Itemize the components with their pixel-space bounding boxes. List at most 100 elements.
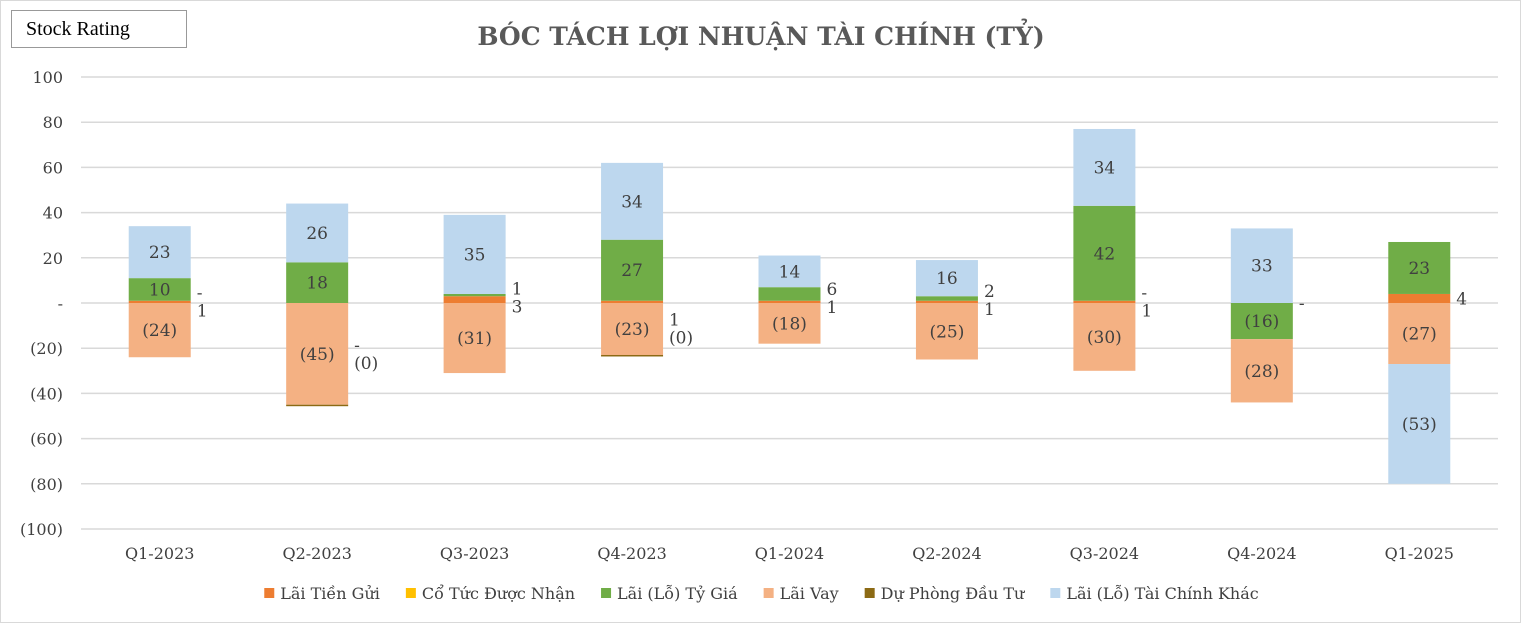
bar-segment: [286, 404, 349, 407]
bar-segment: [1073, 205, 1136, 301]
data-label: 33: [1251, 257, 1273, 277]
y-tick-label: (100): [20, 520, 63, 539]
y-tick-label: (80): [30, 475, 63, 494]
data-label: (24): [142, 321, 177, 341]
data-label: 1: [512, 279, 523, 299]
bar-segment: [915, 260, 978, 297]
bar-segment: [443, 296, 506, 303]
data-label: -: [197, 283, 203, 303]
data-label: 34: [621, 192, 643, 212]
data-label: 2: [984, 282, 995, 302]
data-label: (28): [1244, 362, 1279, 382]
legend-swatch: [264, 588, 275, 598]
legend-label: Cổ Tức Được Nhận: [422, 584, 575, 603]
legend-label: Lãi Vay: [780, 584, 839, 603]
data-label: (0): [354, 354, 378, 374]
stock-rating-badge: Stock Rating: [11, 10, 187, 48]
bar-segment: [915, 296, 978, 301]
bar-segment: [128, 226, 191, 279]
y-tick-label: (60): [30, 430, 63, 449]
data-label: 27: [621, 261, 643, 281]
bar-segment: [128, 303, 191, 358]
data-label: (27): [1402, 325, 1437, 345]
data-label: (16): [1244, 312, 1279, 332]
legend-swatch: [864, 588, 875, 598]
x-tick-label: Q3-2024: [1070, 544, 1139, 563]
bar-segment: [601, 303, 664, 355]
chart-title: BÓC TÁCH LỢI NHUẬN TÀI CHÍNH (TỶ): [477, 19, 1044, 51]
legend-swatch: [601, 588, 612, 598]
bar-segment: [601, 162, 664, 240]
legend-label: Lãi (Lỗ) Tài Chính Khác: [1066, 584, 1258, 603]
data-label: 26: [306, 224, 328, 244]
data-label: (0): [669, 329, 693, 349]
bar-segment: [758, 255, 821, 288]
data-label: 23: [1408, 259, 1430, 279]
legend-swatch: [1050, 588, 1061, 598]
bar-segment: [286, 203, 349, 263]
data-label: (25): [929, 322, 964, 342]
data-label: 1: [197, 301, 208, 321]
bar-segment: [1073, 303, 1136, 371]
bar-segment: [601, 239, 664, 301]
bar-segment: [1388, 364, 1451, 484]
bar-segment: [758, 287, 821, 301]
data-label: (30): [1087, 328, 1122, 348]
bar-segment: [915, 300, 978, 303]
bar-segment: [601, 354, 664, 357]
data-label: 34: [1094, 158, 1116, 178]
data-label: 42: [1094, 244, 1116, 264]
data-label: 35: [464, 245, 486, 265]
x-tick-label: Q1-2023: [125, 544, 194, 563]
data-label: (31): [457, 329, 492, 349]
bar-segment: [1073, 128, 1136, 206]
data-label: -: [354, 336, 360, 356]
y-tick-label: 100: [32, 68, 63, 87]
bar-segment: [758, 300, 821, 303]
x-tick-label: Q2-2024: [912, 544, 981, 563]
data-label: (45): [300, 345, 335, 365]
bar-segment: [128, 278, 191, 301]
x-tick-label: Q2-2023: [282, 544, 351, 563]
bar-segment: [1388, 303, 1451, 365]
bar-segment: [128, 300, 191, 303]
x-tick-label: Q3-2023: [440, 544, 509, 563]
data-label: 6: [827, 280, 838, 300]
y-tick-label: -: [58, 294, 63, 313]
x-tick-label: Q4-2023: [597, 544, 666, 563]
data-label: 1: [669, 311, 680, 331]
data-label: (23): [615, 320, 650, 340]
bar-segment: [1388, 293, 1451, 303]
data-label: -: [1141, 283, 1147, 303]
data-label: 16: [936, 269, 958, 289]
y-tick-label: 60: [43, 158, 63, 177]
data-label: 10: [149, 280, 171, 300]
bar-segment: [286, 262, 349, 303]
data-label: 23: [149, 243, 171, 263]
bar-segment: [286, 303, 349, 405]
data-label: (18): [772, 314, 807, 334]
y-tick-label: 20: [43, 249, 63, 268]
bar-segment: [443, 293, 506, 297]
data-label: 1: [1141, 301, 1152, 321]
bar-segment: [1388, 241, 1451, 294]
data-label: 18: [306, 274, 328, 294]
x-tick-label: Q1-2024: [755, 544, 824, 563]
data-label: -: [1299, 294, 1305, 314]
bar-segment: [601, 300, 664, 303]
data-label: 1: [984, 300, 995, 320]
bar-segment: [1073, 300, 1136, 303]
data-label: (53): [1402, 415, 1437, 435]
y-tick-label: 40: [43, 204, 63, 223]
bar-segment: [1230, 228, 1293, 303]
bar-segment: [1230, 339, 1293, 403]
y-tick-label: (40): [30, 384, 63, 403]
data-label: 1: [827, 298, 838, 318]
y-tick-label: (20): [30, 339, 63, 358]
data-label: 3: [512, 297, 523, 317]
bar-segment: [915, 303, 978, 360]
x-tick-label: Q4-2024: [1227, 544, 1296, 563]
data-label: 4: [1456, 289, 1467, 309]
